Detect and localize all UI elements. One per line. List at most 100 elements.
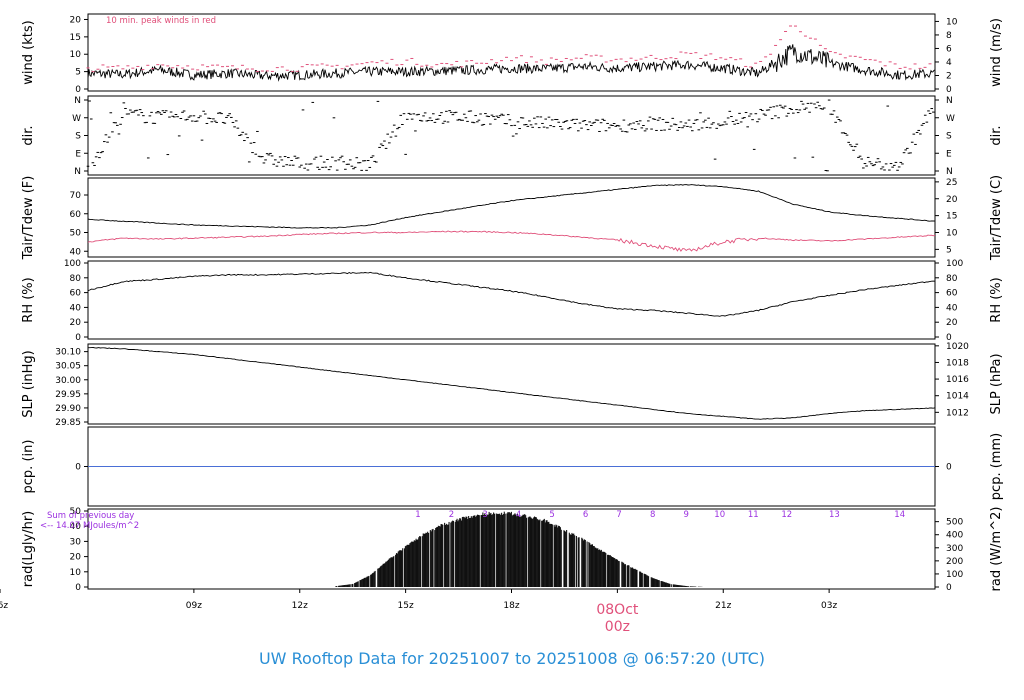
y-axis-label-right: Tair/Tdew (C) <box>989 175 1004 261</box>
x-tick-label: 21z <box>715 601 731 611</box>
y-tick-label-right: 40 <box>946 303 958 313</box>
y-tick-label-right: 4 <box>946 58 952 68</box>
chart-title: UW Rooftop Data for 20251007 to 20251008… <box>259 649 765 668</box>
y-tick-label-right: 500 <box>946 518 963 528</box>
hour-marker: 12 <box>781 510 792 520</box>
y-tick-label-left: 0 <box>75 85 81 95</box>
wind-peak-marks <box>86 25 932 73</box>
y-tick-label-left: 20 <box>70 15 82 25</box>
y-axis-label-left: Tair/Tdew (F) <box>21 176 36 261</box>
y-tick-label-left: 40 <box>70 303 82 313</box>
dewpoint-line <box>87 230 936 252</box>
y-tick-label-left: 70 <box>70 191 82 201</box>
y-tick-label-right: 2 <box>946 71 952 81</box>
hour-marker: 11 <box>748 510 759 520</box>
y-tick-label-left: 0 <box>75 583 81 593</box>
y-tick-label-left: 10 <box>70 568 82 578</box>
hour-marker: 1 <box>415 510 420 520</box>
y-axis-label-right: dir. <box>989 125 1004 145</box>
y-tick-label-left: W <box>72 114 81 124</box>
y-tick-label-left: 10 <box>70 50 82 60</box>
rad-note-line2: <-- 14.07 MJoules/m^2 <box>40 521 139 531</box>
y-tick-label-right: 10 <box>946 229 958 239</box>
y-tick-label-right: 0 <box>946 463 952 473</box>
radiation-bars <box>335 511 703 587</box>
x-date-label: 08Oct <box>596 602 639 618</box>
y-axis-label-left: pcp. (in) <box>21 440 36 494</box>
y-tick-label-left: 50 <box>70 507 82 517</box>
panel-frame <box>87 343 936 425</box>
y-tick-label-left: N <box>74 167 81 177</box>
y-tick-label-right: 60 <box>946 289 958 299</box>
y-axis-label-right: rad (W/m^2) <box>989 507 1004 592</box>
y-tick-label-right: 100 <box>946 570 963 580</box>
panel-frame <box>87 13 936 92</box>
y-tick-label-left: 15 <box>70 33 81 43</box>
y-tick-label-right: 15 <box>946 212 957 222</box>
air-temperature-line <box>87 184 936 229</box>
y-axis-label-right: pcp. (mm) <box>989 433 1004 500</box>
y-tick-label-right: 1016 <box>946 375 969 385</box>
panel-frame <box>87 177 936 258</box>
y-tick-label-right: 1014 <box>946 392 969 402</box>
hour-marker: 8 <box>650 510 655 520</box>
y-tick-label-left: 29.85 <box>55 418 81 428</box>
y-tick-label-right: N <box>946 167 953 177</box>
y-tick-label-right: 20 <box>946 195 958 205</box>
y-tick-label-left: 29.90 <box>55 404 81 414</box>
direction-marks <box>86 99 935 172</box>
y-axis-label-left: wind (kts) <box>21 20 36 84</box>
panel-slp: SLP (inHg) SLP (hPa) 29.85 29.90 29.95 30.00 3… <box>21 342 1004 428</box>
y-tick-label-right: 0 <box>946 333 952 343</box>
hour-marker: 5 <box>549 510 554 520</box>
y-tick-label-right: 6 <box>946 44 952 54</box>
x-date-sublabel: 00z <box>605 619 630 635</box>
y-tick-label-right: 400 <box>946 531 963 541</box>
y-tick-label-right: W <box>946 114 955 124</box>
y-tick-label-left: 100 <box>64 259 81 269</box>
y-tick-label-right: 200 <box>946 557 963 567</box>
y-tick-label-left: 60 <box>70 289 82 299</box>
y-tick-label-left: 80 <box>70 274 82 284</box>
y-tick-label-right: 1020 <box>946 342 969 352</box>
y-tick-label-left: S <box>75 132 81 142</box>
panel-rad: rad(Lgly/hr) rad (W/m^2) 0 10 20 30 40 500 100 20… <box>21 507 1004 593</box>
panel-frame <box>87 95 936 176</box>
hour-markers: 1 2 3 4 5 6 7 8 9 10 11 12 13 14 <box>415 510 905 520</box>
y-tick-label-right: 20 <box>946 318 958 328</box>
y-axis-label-left: RH (%) <box>21 277 36 322</box>
hour-marker: 2 <box>449 510 454 520</box>
rh-line <box>87 271 936 317</box>
y-axis-label-left: rad(Lgly/hr) <box>21 511 36 587</box>
wind-series-line <box>87 44 936 82</box>
y-axis-label-left: dir. <box>21 125 36 145</box>
y-axis-label-right: RH (%) <box>989 277 1004 322</box>
y-tick-label-right: 300 <box>946 544 963 554</box>
hour-marker: 14 <box>894 510 905 520</box>
x-tick-label: 03z <box>821 601 837 611</box>
y-tick-label-right: 1018 <box>946 358 969 368</box>
hour-marker: 6 <box>583 510 588 520</box>
y-axis-label-right: wind (m/s) <box>989 18 1004 87</box>
y-tick-label-right: E <box>946 149 952 159</box>
y-tick-label-left: 30 <box>70 537 82 547</box>
wind-annotation: 10 min. peak winds in red <box>106 16 216 26</box>
y-tick-label-left: 20 <box>70 553 82 563</box>
panel-rh: RH (%) RH (%) 0 20 40 60 80 100 0 20 40 60 80 100 <box>21 259 1004 343</box>
y-tick-label-left: 40 <box>70 522 82 532</box>
panel-temp: Tair/Tdew (F) Tair/Tdew (C) 40 50 60 70 5 10 15 2… <box>21 175 1004 261</box>
hour-marker: 7 <box>616 510 621 520</box>
y-tick-label-left: 40 <box>70 247 82 257</box>
y-tick-label-right: 100 <box>946 259 963 269</box>
x-tick-label: 06z <box>0 601 8 611</box>
y-tick-label-left: 5 <box>75 68 81 78</box>
y-tick-label-right: N <box>946 96 953 106</box>
y-tick-label-right: 1012 <box>946 408 969 418</box>
y-tick-label-left: E <box>75 149 81 159</box>
hour-marker: 3 <box>482 510 487 520</box>
rad-note-line1: Sum of previous day <box>47 511 134 521</box>
